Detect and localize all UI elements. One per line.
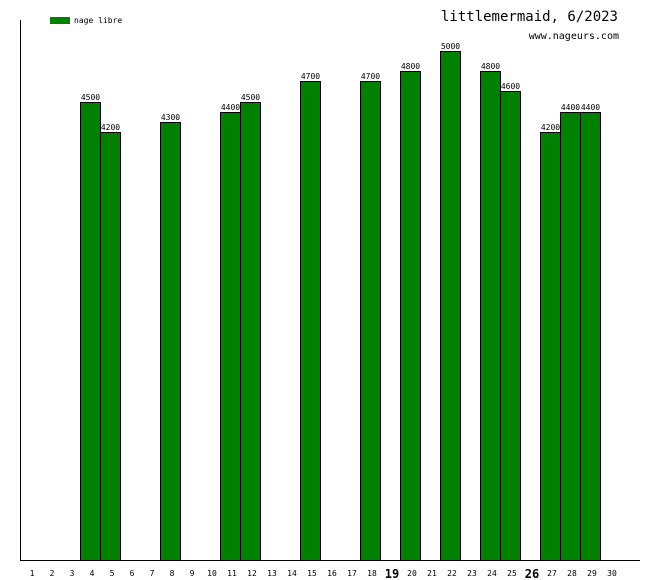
x-tick-label-20: 20 bbox=[407, 569, 417, 578]
bar-day-4 bbox=[100, 132, 121, 561]
x-tick-label-4: 4 bbox=[90, 569, 95, 578]
bar-value-label-21: 5000 bbox=[441, 42, 460, 51]
x-tick-label-7: 7 bbox=[150, 569, 155, 578]
x-tick-label-9: 9 bbox=[190, 569, 195, 578]
x-tick-label-21: 21 bbox=[427, 569, 437, 578]
bar-value-label-14: 4700 bbox=[301, 72, 320, 81]
x-tick-label-16: 16 bbox=[327, 569, 337, 578]
legend: nage libre bbox=[50, 16, 122, 25]
x-tick-label-27: 27 bbox=[547, 569, 557, 578]
bar-day-17 bbox=[360, 81, 381, 561]
x-tick-label-2: 2 bbox=[50, 569, 55, 578]
chart-title: littlemermaid, 6/2023 bbox=[440, 9, 618, 25]
bar-day-14 bbox=[300, 81, 321, 561]
legend-swatch bbox=[50, 17, 70, 24]
x-tick-label-30: 30 bbox=[607, 569, 617, 578]
bar-value-label-27: 4400 bbox=[561, 103, 580, 112]
bar-day-26 bbox=[540, 132, 561, 561]
x-tick-label-11: 11 bbox=[227, 569, 237, 578]
bar-day-28 bbox=[580, 112, 601, 561]
x-tick-label-14: 14 bbox=[287, 569, 297, 578]
x-tick-label-22: 22 bbox=[447, 569, 457, 578]
x-tick-label-24: 24 bbox=[487, 569, 497, 578]
bar-value-label-26: 4200 bbox=[541, 123, 560, 132]
bar-value-label-11: 4500 bbox=[241, 93, 260, 102]
x-tick-label-10: 10 bbox=[207, 569, 217, 578]
bar-day-19 bbox=[400, 71, 421, 561]
bar-day-21 bbox=[440, 51, 461, 561]
x-tick-label-19: 19 bbox=[385, 567, 399, 580]
bar-value-label-3: 4500 bbox=[81, 93, 100, 102]
bar-day-10 bbox=[220, 112, 241, 561]
legend-label-nage-libre: nage libre bbox=[74, 16, 123, 25]
site-url: www.nageurs.com bbox=[528, 31, 619, 42]
bar-value-label-7: 4300 bbox=[161, 113, 180, 122]
bar-value-label-19: 4800 bbox=[401, 62, 420, 71]
x-tick-label-8: 8 bbox=[170, 569, 175, 578]
x-tick-label-25: 25 bbox=[507, 569, 517, 578]
bar-value-label-24: 4600 bbox=[501, 82, 520, 91]
x-tick-label-29: 29 bbox=[587, 569, 597, 578]
x-tick-label-6: 6 bbox=[130, 569, 135, 578]
x-tick-label-15: 15 bbox=[307, 569, 317, 578]
x-tick-label-5: 5 bbox=[110, 569, 115, 578]
bar-value-label-10: 4400 bbox=[221, 103, 240, 112]
bar-day-23 bbox=[480, 71, 501, 561]
x-tick-labels-group: 1 2 3 4 5 6 7 8 9 10 11 12 13 14 15 16 17 18 19 20 21 22 23 24 2… bbox=[30, 567, 617, 580]
bar-day-11 bbox=[240, 102, 261, 561]
bar-value-label-4: 4200 bbox=[101, 123, 120, 132]
bar-day-3 bbox=[80, 102, 101, 561]
bar-day-27 bbox=[560, 112, 581, 561]
bar-day-7 bbox=[160, 122, 181, 561]
bars-group bbox=[80, 51, 601, 561]
x-tick-label-23: 23 bbox=[467, 569, 477, 578]
bar-day-24 bbox=[500, 91, 521, 561]
bar-value-label-23: 4800 bbox=[481, 62, 500, 71]
x-tick-label-3: 3 bbox=[70, 569, 75, 578]
bar-value-label-28: 4400 bbox=[581, 103, 600, 112]
x-tick-label-18: 18 bbox=[367, 569, 377, 578]
bar-value-label-17: 4700 bbox=[361, 72, 380, 81]
x-tick-label-12: 12 bbox=[247, 569, 257, 578]
x-tick-label-13: 13 bbox=[267, 569, 277, 578]
x-tick-label-28: 28 bbox=[567, 569, 577, 578]
x-tick-label-17: 17 bbox=[347, 569, 357, 578]
x-tick-label-1: 1 bbox=[30, 569, 35, 578]
x-tick-label-26: 26 bbox=[525, 567, 539, 580]
